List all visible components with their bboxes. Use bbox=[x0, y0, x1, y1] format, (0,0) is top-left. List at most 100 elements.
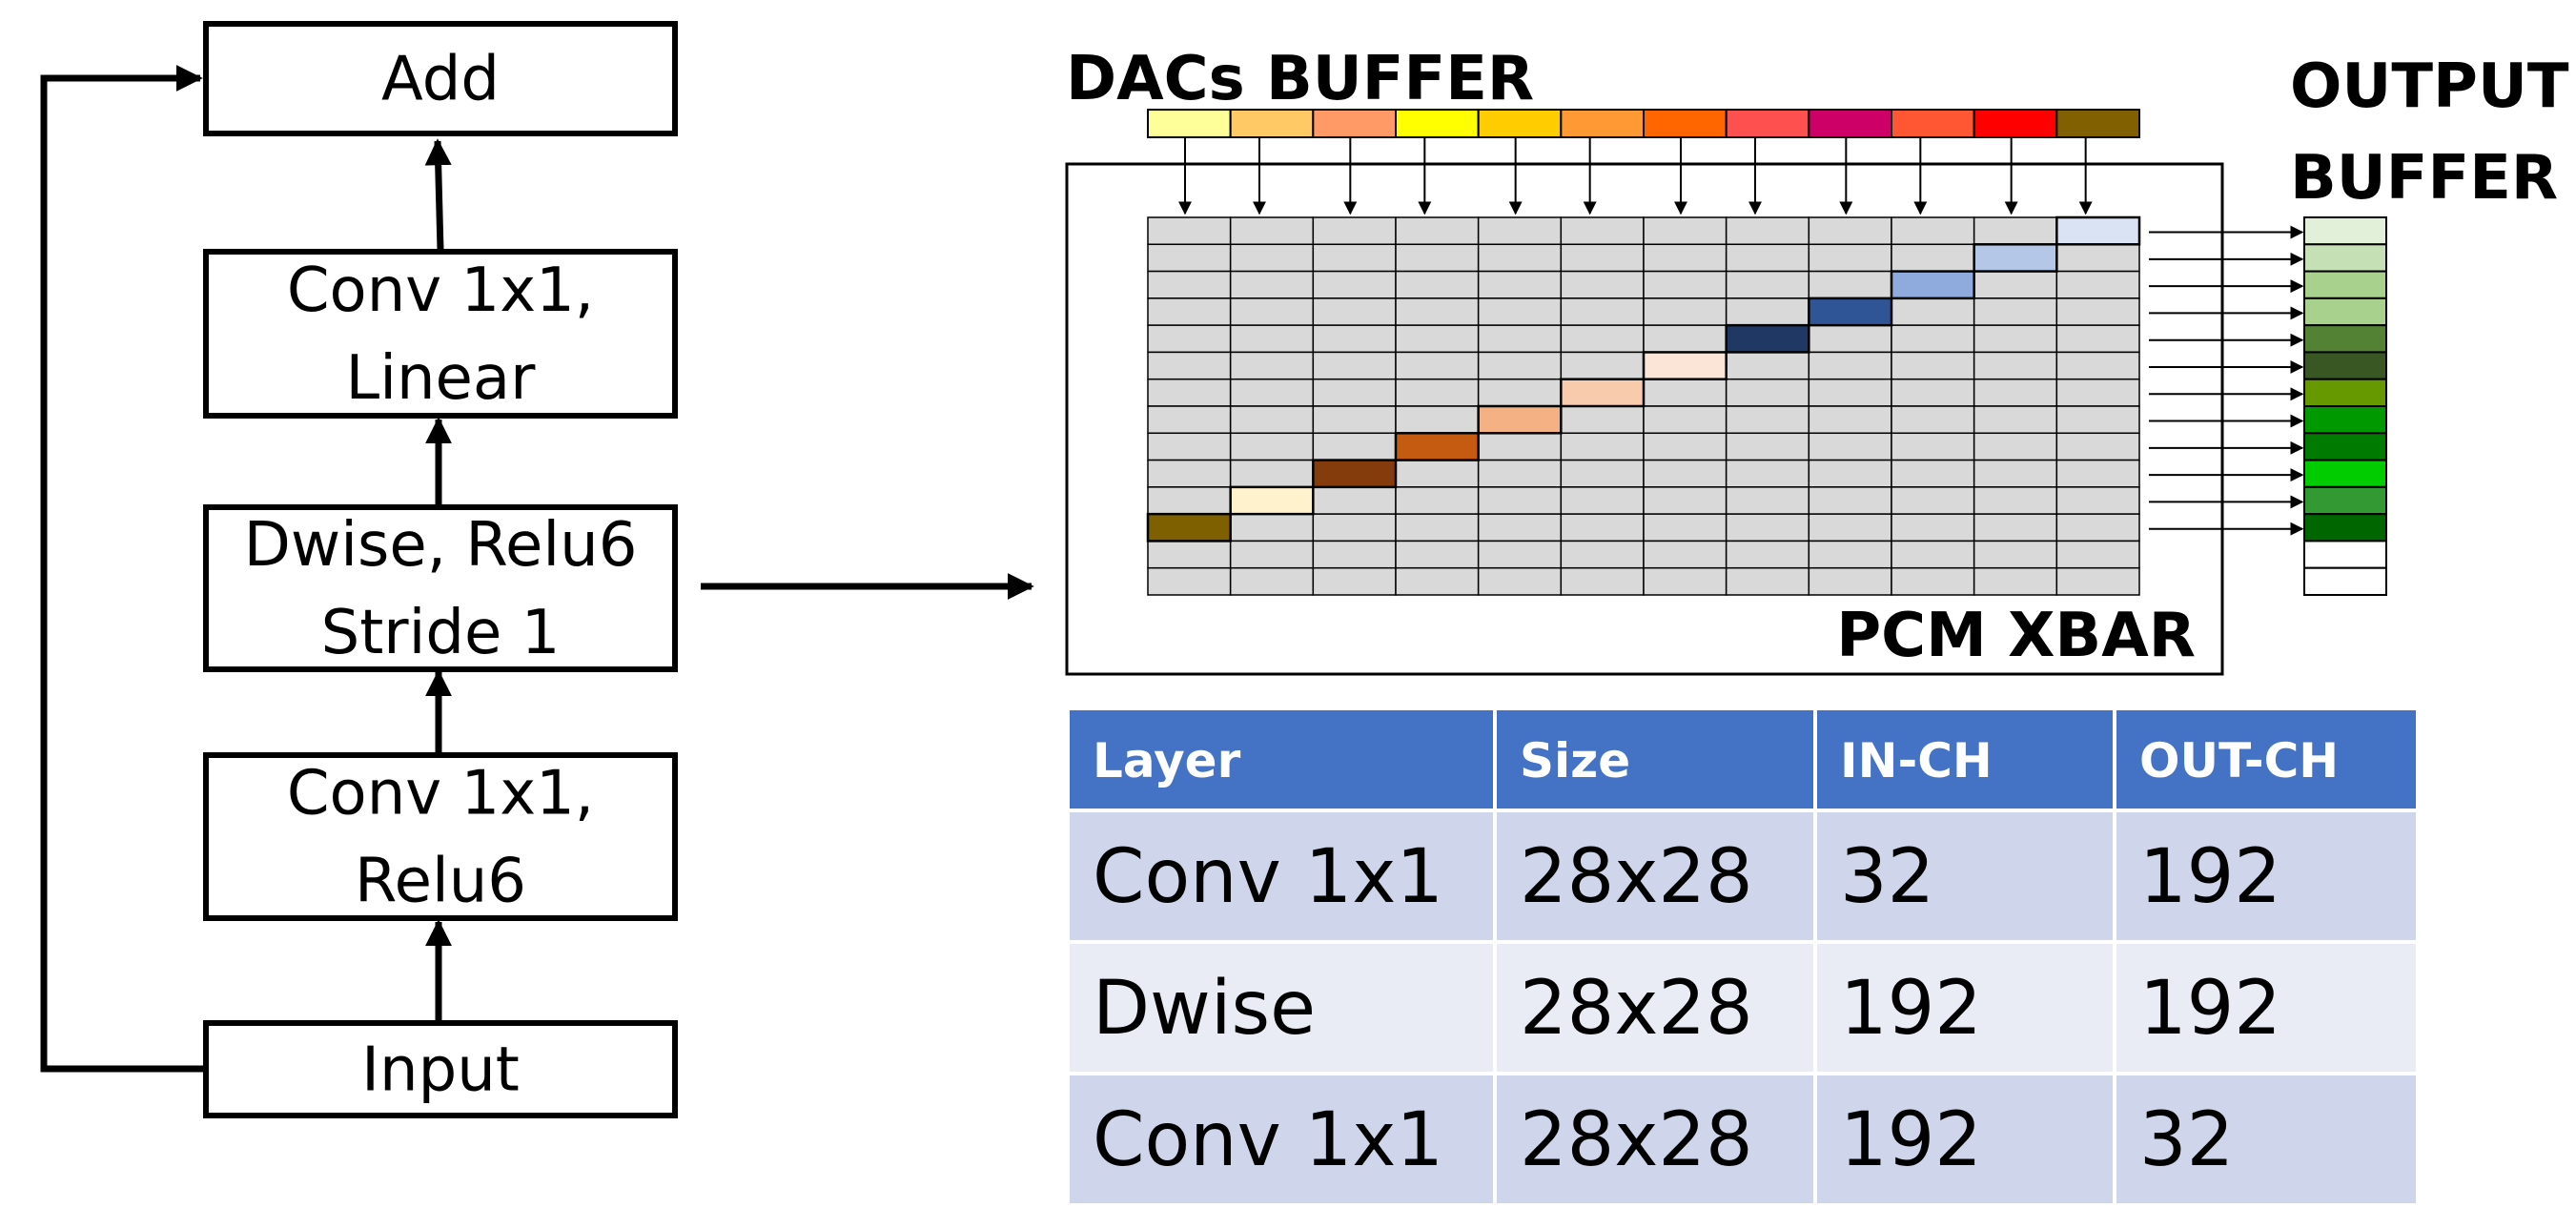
xbar-cell bbox=[1725, 297, 1810, 326]
dac-cell bbox=[1973, 109, 2058, 138]
xbar-cell bbox=[1560, 216, 1645, 246]
xbar-cell bbox=[1891, 243, 1975, 273]
output-cell bbox=[2303, 378, 2387, 408]
xbar-cell bbox=[1147, 486, 1232, 515]
xbar-cell bbox=[1312, 243, 1397, 273]
xbar-cell bbox=[1808, 324, 1892, 354]
pcm-xbar-label: PCM XBAR bbox=[1836, 601, 2196, 671]
dac-cell bbox=[1395, 109, 1480, 138]
xbar-cell bbox=[1229, 513, 1315, 543]
xbar-cell bbox=[1808, 405, 1892, 435]
xbar-cell bbox=[1643, 378, 1728, 407]
xbar-cell bbox=[1229, 540, 1315, 569]
output-cell bbox=[2303, 324, 2387, 354]
xbar-cell bbox=[1147, 540, 1232, 569]
table-header-text: Layer bbox=[1093, 733, 1241, 788]
xbar-cell bbox=[1725, 432, 1810, 461]
xbar-cell bbox=[1147, 432, 1232, 461]
table-cell-text: 28x28 bbox=[1520, 966, 1753, 1052]
xbar-cell bbox=[1147, 243, 1232, 273]
xbar-cell bbox=[1312, 566, 1397, 596]
xbar-cell bbox=[1312, 378, 1397, 407]
xbar-cell bbox=[1891, 297, 1975, 326]
xbar-cell bbox=[1312, 216, 1397, 246]
xbar-cell bbox=[1395, 351, 1480, 380]
xbar-cell bbox=[1560, 486, 1645, 515]
xbar-cell bbox=[1643, 243, 1728, 273]
xbar-cell bbox=[2055, 405, 2140, 435]
table-header-cell bbox=[1497, 710, 1813, 809]
xbar-cell bbox=[1725, 486, 1810, 515]
xbar-cell bbox=[1891, 324, 1975, 354]
pcm-xbar-grid bbox=[1146, 215, 2141, 596]
xbar-cell bbox=[1477, 566, 1563, 596]
table-cell bbox=[1497, 1075, 1813, 1203]
output-buffer-label-line2: BUFFER bbox=[2290, 143, 2558, 214]
table-cell bbox=[2116, 812, 2416, 940]
xbar-cell bbox=[2055, 540, 2140, 569]
xbar-cell bbox=[1147, 270, 1232, 299]
table-cell-text: 192 bbox=[1840, 966, 1982, 1052]
output-cell bbox=[2303, 459, 2387, 488]
block-conv-linear: Conv 1x1, Linear bbox=[203, 249, 678, 419]
xbar-cell bbox=[2055, 432, 2140, 461]
xbar-cell bbox=[1808, 432, 1892, 461]
xbar-cell bbox=[1229, 324, 1315, 354]
output-cell bbox=[2303, 566, 2387, 597]
xbar-cell bbox=[1725, 270, 1810, 299]
table-cell-text: 32 bbox=[2139, 1097, 2234, 1183]
xbar-cell bbox=[1643, 270, 1728, 299]
xbar-weight-cell bbox=[1560, 378, 1646, 408]
output-cell bbox=[2303, 351, 2387, 380]
table-header-text: IN-CH bbox=[1840, 733, 1993, 788]
xbar-cell bbox=[2055, 297, 2140, 326]
xbar-weight-cell bbox=[1890, 270, 1975, 300]
xbar-cell bbox=[1395, 270, 1480, 299]
block-add-box bbox=[203, 21, 678, 136]
table-cell bbox=[1817, 812, 2113, 940]
xbar-weight-cell bbox=[1312, 459, 1398, 489]
xbar-cell bbox=[2055, 486, 2140, 515]
xbar-cell bbox=[2055, 351, 2140, 380]
block-conv-relu-box bbox=[203, 752, 678, 921]
xbar-cell bbox=[1312, 513, 1397, 543]
xbar-cell bbox=[1643, 513, 1728, 543]
xbar-cell bbox=[1477, 540, 1563, 569]
output-cell bbox=[2303, 513, 2387, 543]
xbar-cell bbox=[2055, 513, 2140, 543]
table-cell bbox=[2116, 944, 2416, 1072]
table-header-cell bbox=[1817, 710, 2113, 809]
block-dwise-box bbox=[203, 504, 678, 672]
xbar-cell bbox=[1229, 405, 1315, 435]
xbar-cell bbox=[1808, 351, 1892, 380]
xbar-cell bbox=[1891, 513, 1975, 543]
pcm-xbar-frame bbox=[1065, 162, 2224, 676]
block-flow-diagram bbox=[40, 65, 1034, 1073]
xbar-cell bbox=[1147, 216, 1232, 246]
dacs-buffer bbox=[1147, 109, 2140, 138]
block-add-text: Add bbox=[381, 45, 500, 115]
xbar-cell bbox=[1477, 513, 1563, 543]
xbar-cell bbox=[1973, 405, 2058, 435]
xbar-cell bbox=[1395, 216, 1480, 246]
xbar-cell bbox=[1725, 540, 1810, 569]
table-cell bbox=[2116, 1075, 2416, 1203]
xbar-cell bbox=[1643, 566, 1728, 596]
xbar-cell bbox=[1477, 378, 1563, 407]
xbar-cell bbox=[1229, 566, 1315, 596]
table-cell-text: 28x28 bbox=[1520, 1097, 1753, 1183]
block-conv-linear-text: Conv 1x1, bbox=[287, 256, 594, 326]
xbar-cell bbox=[1560, 243, 1645, 273]
xbar-cell bbox=[1229, 243, 1315, 273]
xbar-cell bbox=[1643, 486, 1728, 515]
xbar-cell bbox=[1477, 297, 1563, 326]
xbar-cell bbox=[1891, 378, 1975, 407]
xbar-cell bbox=[1477, 270, 1563, 299]
table-header-text: Size bbox=[1520, 733, 1630, 788]
xbar-cell bbox=[1147, 378, 1232, 407]
xbar-cell bbox=[1229, 432, 1315, 461]
xbar-cell bbox=[1312, 270, 1397, 299]
xbar-cell bbox=[1808, 513, 1892, 543]
xbar-cell bbox=[1808, 566, 1892, 596]
xbar-cell bbox=[1395, 513, 1480, 543]
